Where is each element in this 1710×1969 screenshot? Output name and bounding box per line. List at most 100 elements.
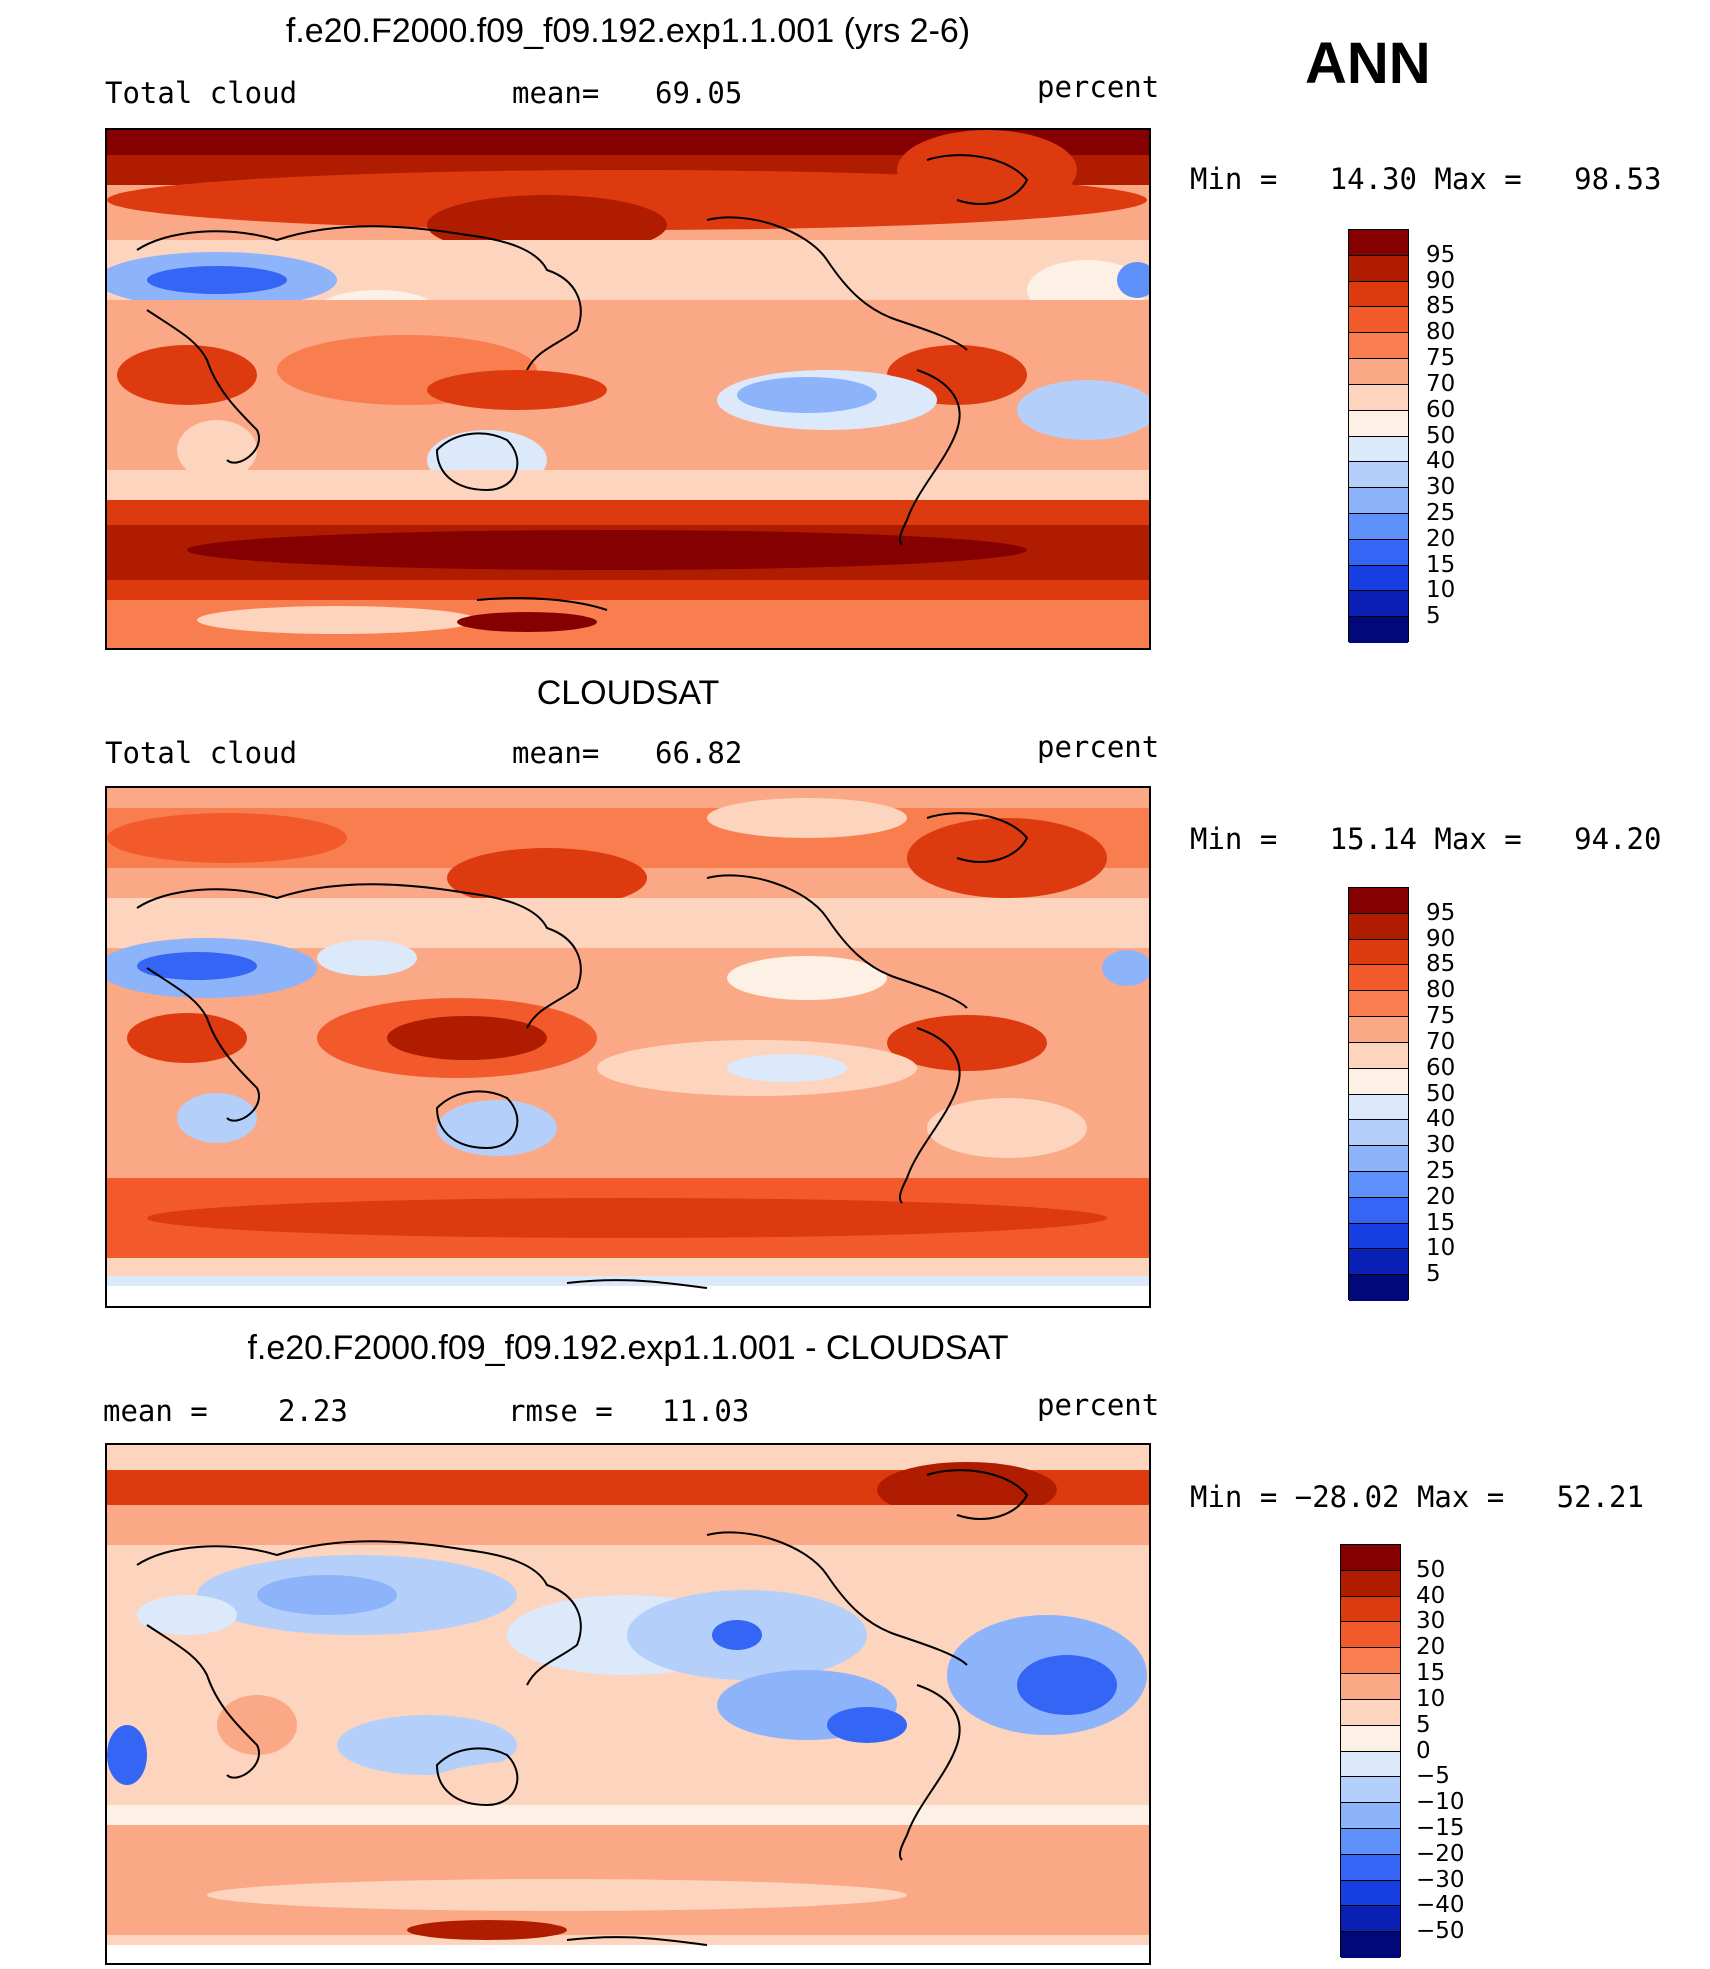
colorbar-tick-label: 5 bbox=[1426, 1261, 1441, 1288]
colorbar-tick-label: 70 bbox=[1426, 1028, 1456, 1055]
panel3-colorbar-cells bbox=[1341, 1545, 1400, 1958]
colorbar-tick-label: 20 bbox=[1416, 1634, 1446, 1661]
colorbar-swatch bbox=[1349, 1042, 1408, 1069]
colorbar-tick-label: 50 bbox=[1416, 1556, 1446, 1583]
colorbar-swatch bbox=[1349, 488, 1408, 514]
panel3-minmax: Min = −28.02 Max = 52.21 bbox=[1190, 1480, 1644, 1514]
panel3-rmse-label: rmse = bbox=[508, 1394, 613, 1428]
panel2-mean-label: mean= bbox=[512, 736, 600, 770]
colorbar-tick-label: 40 bbox=[1416, 1582, 1446, 1609]
colorbar-tick-label: −10 bbox=[1416, 1789, 1465, 1816]
colorbar-tick-label: 15 bbox=[1416, 1660, 1446, 1687]
colorbar-swatch bbox=[1349, 591, 1408, 618]
panel3-mean-label: mean = bbox=[103, 1394, 208, 1428]
colorbar-swatch bbox=[1349, 333, 1408, 360]
colorbar-tick-label: 80 bbox=[1426, 977, 1456, 1004]
colorbar-tick-label: 5 bbox=[1426, 603, 1441, 630]
colorbar-tick-label: −40 bbox=[1416, 1892, 1465, 1919]
panel2-unit-label: percent bbox=[1037, 730, 1160, 764]
colorbar-swatch bbox=[1341, 1932, 1400, 1958]
panel1-mean-value: 69.05 bbox=[655, 76, 743, 110]
panel3-unit-label: percent bbox=[1037, 1388, 1160, 1422]
colorbar-tick-label: 15 bbox=[1426, 551, 1456, 578]
panel1-colorbar-cells bbox=[1349, 230, 1408, 643]
colorbar-tick-label: 30 bbox=[1426, 1132, 1456, 1159]
colorbar-swatch bbox=[1349, 1249, 1408, 1276]
colorbar-tick-label: 5 bbox=[1416, 1711, 1431, 1738]
colorbar-tick-label: −5 bbox=[1416, 1763, 1450, 1790]
colorbar-tick-label: 95 bbox=[1426, 241, 1456, 268]
colorbar-swatch bbox=[1341, 1699, 1400, 1726]
colorbar-tick-label: 60 bbox=[1426, 1054, 1456, 1081]
colorbar-swatch bbox=[1349, 1120, 1408, 1147]
panel3-mean-value: 2.23 bbox=[278, 1394, 348, 1428]
panel3-title: f.e20.F2000.f09_f09.192.exp1.1.001 - CLO… bbox=[247, 1329, 1009, 1367]
colorbar-swatch bbox=[1341, 1545, 1400, 1571]
colorbar-swatch bbox=[1349, 1094, 1408, 1121]
colorbar-tick-label: 40 bbox=[1426, 1106, 1456, 1133]
colorbar-swatch bbox=[1341, 1725, 1400, 1752]
colorbar-swatch bbox=[1349, 1223, 1408, 1250]
colorbar-swatch bbox=[1349, 888, 1408, 914]
colorbar-swatch bbox=[1341, 1751, 1400, 1778]
colorbar-swatch bbox=[1341, 1622, 1400, 1649]
colorbar-tick-label: 30 bbox=[1416, 1608, 1446, 1635]
colorbar-tick-label: 0 bbox=[1416, 1737, 1431, 1764]
colorbar-tick-label: 10 bbox=[1426, 577, 1456, 604]
colorbar-tick-label: 30 bbox=[1426, 474, 1456, 501]
colorbar-tick-label: 50 bbox=[1426, 1080, 1456, 1107]
colorbar-swatch bbox=[1349, 617, 1408, 643]
panel2-map bbox=[105, 786, 1151, 1308]
colorbar-swatch bbox=[1349, 565, 1408, 592]
colorbar-swatch bbox=[1341, 1674, 1400, 1700]
season-label: ANN bbox=[1305, 31, 1431, 96]
panel2-colorbar-cells bbox=[1349, 888, 1408, 1301]
colorbar-tick-label: 90 bbox=[1426, 925, 1456, 952]
panel1-colorbar bbox=[1348, 229, 1409, 643]
colorbar-tick-label: 25 bbox=[1426, 1157, 1456, 1184]
colorbar-tick-label: 50 bbox=[1426, 422, 1456, 449]
colorbar-swatch bbox=[1349, 359, 1408, 385]
panel1-map bbox=[105, 128, 1151, 650]
colorbar-swatch bbox=[1341, 1570, 1400, 1597]
panel2-colorbar bbox=[1348, 887, 1409, 1301]
colorbar-swatch bbox=[1341, 1803, 1400, 1829]
colorbar-tick-label: 20 bbox=[1426, 525, 1456, 552]
colorbar-swatch bbox=[1349, 1146, 1408, 1172]
colorbar-tick-label: −15 bbox=[1416, 1814, 1465, 1841]
colorbar-swatch bbox=[1341, 1648, 1400, 1675]
colorbar-swatch bbox=[1349, 1068, 1408, 1095]
colorbar-swatch bbox=[1349, 436, 1408, 463]
colorbar-swatch bbox=[1341, 1854, 1400, 1881]
colorbar-tick-label: 10 bbox=[1416, 1685, 1446, 1712]
colorbar-tick-label: 90 bbox=[1426, 267, 1456, 294]
colorbar-swatch bbox=[1349, 230, 1408, 256]
colorbar-swatch bbox=[1341, 1828, 1400, 1855]
colorbar-swatch bbox=[1341, 1777, 1400, 1804]
colorbar-tick-label: 95 bbox=[1426, 899, 1456, 926]
colorbar-tick-label: −20 bbox=[1416, 1840, 1465, 1867]
panel3-rmse-value: 11.03 bbox=[662, 1394, 750, 1428]
colorbar-tick-label: 75 bbox=[1426, 345, 1456, 372]
colorbar-swatch bbox=[1349, 384, 1408, 411]
colorbar-swatch bbox=[1349, 539, 1408, 566]
panel3-colorbar bbox=[1340, 1544, 1401, 1958]
panel2-title: CLOUDSAT bbox=[536, 674, 720, 712]
colorbar-tick-label: 85 bbox=[1426, 951, 1456, 978]
colorbar-swatch bbox=[1341, 1906, 1400, 1933]
panel1-unit-label: percent bbox=[1037, 70, 1160, 104]
panel1-title: f.e20.F2000.f09_f09.192.exp1.1.001 (yrs … bbox=[285, 12, 971, 50]
colorbar-swatch bbox=[1341, 1596, 1400, 1623]
panel2-variable-label: Total cloud bbox=[105, 736, 298, 770]
colorbar-swatch bbox=[1349, 1017, 1408, 1043]
colorbar-swatch bbox=[1349, 462, 1408, 489]
colorbar-swatch bbox=[1349, 307, 1408, 334]
colorbar-swatch bbox=[1341, 1880, 1400, 1907]
colorbar-tick-label: 85 bbox=[1426, 293, 1456, 320]
colorbar-swatch bbox=[1349, 913, 1408, 940]
panel3-map bbox=[105, 1443, 1151, 1965]
colorbar-tick-label: 75 bbox=[1426, 1003, 1456, 1030]
colorbar-tick-label: 80 bbox=[1426, 319, 1456, 346]
colorbar-tick-label: 70 bbox=[1426, 370, 1456, 397]
colorbar-tick-label: 10 bbox=[1426, 1235, 1456, 1262]
